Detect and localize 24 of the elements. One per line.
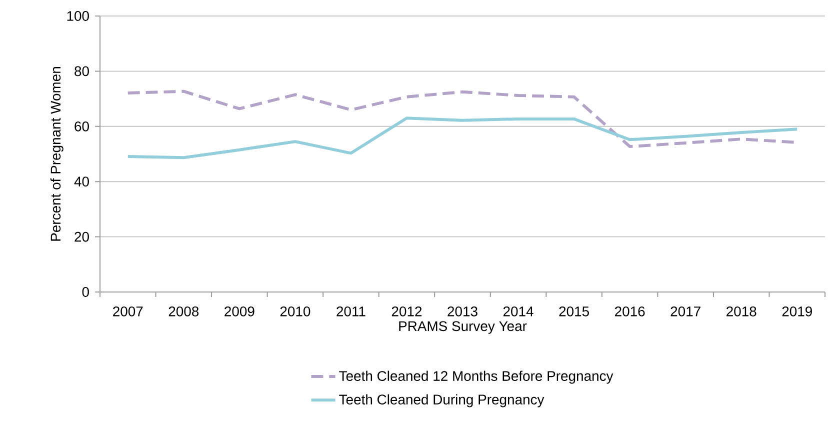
- y-tick-label: 20: [74, 232, 89, 242]
- x-tick-label: 2007: [113, 306, 143, 316]
- x-tick-label: 2015: [559, 306, 589, 316]
- y-tick-label: 60: [74, 121, 89, 132]
- x-tick-label: 2008: [168, 306, 199, 316]
- x-tick-label: 2019: [782, 306, 812, 316]
- x-tick-label: 2014: [503, 306, 534, 316]
- y-tick-label: 80: [74, 66, 89, 76]
- x-tick-label: 2011: [336, 306, 366, 316]
- legend-label: Teeth Cleaned 12 Months Before Pregnancy: [339, 370, 614, 384]
- y-axis-title: Percent of Pregnant Women: [50, 67, 64, 241]
- x-tick-label: 2012: [392, 306, 422, 316]
- y-tick-label: 100: [67, 11, 89, 21]
- y-tick-label: 0: [82, 287, 89, 297]
- line-series: [126, 116, 799, 160]
- x-axis-title: PRAMS Survey Year: [399, 321, 527, 334]
- x-tick-label: 2010: [280, 306, 310, 316]
- x-tick-label: 2013: [448, 306, 478, 316]
- y-tick-label: 40: [74, 176, 89, 187]
- x-tick-label: 2016: [615, 306, 645, 316]
- legend-label: Teeth Cleaned During Pregnancy: [339, 394, 544, 408]
- x-tick-label: 2018: [726, 306, 756, 316]
- x-tick-label: 2009: [224, 306, 254, 316]
- x-tick-label: 2017: [670, 306, 700, 316]
